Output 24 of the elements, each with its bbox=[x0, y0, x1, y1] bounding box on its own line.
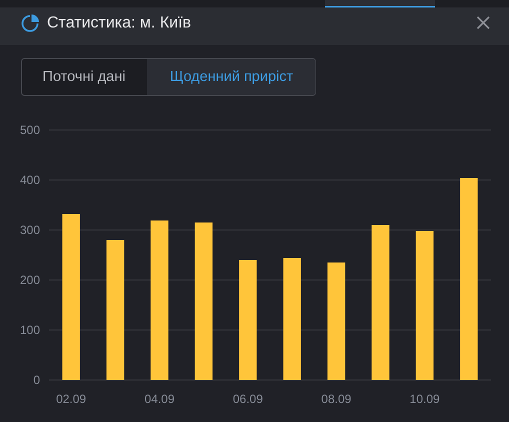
y-tick-label: 300 bbox=[20, 223, 40, 237]
bar bbox=[416, 231, 434, 380]
bar bbox=[372, 225, 390, 380]
bar bbox=[62, 214, 80, 380]
y-tick-label: 100 bbox=[20, 323, 40, 337]
x-tick-label: 04.09 bbox=[144, 392, 175, 406]
bar bbox=[460, 178, 478, 380]
bar bbox=[106, 240, 124, 380]
y-tick-label: 0 bbox=[33, 373, 40, 387]
text: Щоденний приріст bbox=[170, 69, 294, 85]
y-tick-label: 400 bbox=[20, 173, 40, 187]
y-tick-label: 500 bbox=[20, 123, 40, 137]
bar bbox=[194, 222, 213, 380]
text: Поточні дані bbox=[42, 69, 126, 85]
bar bbox=[150, 220, 168, 380]
bar bbox=[283, 258, 301, 380]
x-tick-label: 10.09 bbox=[410, 392, 440, 406]
y-tick-label: 200 bbox=[20, 273, 40, 287]
x-tick-label: 02.09 bbox=[56, 392, 86, 406]
bar bbox=[327, 262, 346, 380]
x-tick-label: 08.09 bbox=[321, 392, 352, 406]
x-tick-label: 06.09 bbox=[232, 392, 264, 406]
bar bbox=[239, 260, 257, 380]
chart-title: Статистика: м. Київ bbox=[47, 14, 192, 32]
